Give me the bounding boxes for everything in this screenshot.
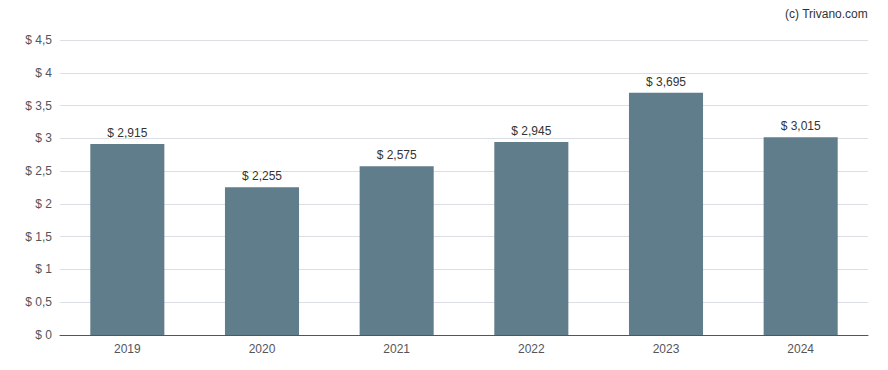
svg-text:$ 3,5: $ 3,5 <box>25 99 52 113</box>
svg-text:$ 2,255: $ 2,255 <box>242 169 282 183</box>
svg-text:$ 3: $ 3 <box>35 131 52 145</box>
svg-text:$ 2,945: $ 2,945 <box>511 124 551 138</box>
svg-text:$ 2: $ 2 <box>35 197 52 211</box>
svg-text:$ 2,5: $ 2,5 <box>25 164 52 178</box>
svg-text:2023: 2023 <box>653 342 680 356</box>
svg-text:(c) Trivano.com: (c) Trivano.com <box>785 7 868 21</box>
svg-text:$ 2,575: $ 2,575 <box>377 148 417 162</box>
svg-text:$ 4,5: $ 4,5 <box>25 33 52 47</box>
svg-text:$ 2,915: $ 2,915 <box>107 126 147 140</box>
svg-text:2024: 2024 <box>787 342 814 356</box>
svg-text:2019: 2019 <box>114 342 141 356</box>
svg-text:2021: 2021 <box>383 342 410 356</box>
svg-text:2022: 2022 <box>518 342 545 356</box>
svg-text:2020: 2020 <box>249 342 276 356</box>
svg-text:$ 3,015: $ 3,015 <box>781 119 821 133</box>
svg-text:$ 1: $ 1 <box>35 262 52 276</box>
svg-text:$ 4: $ 4 <box>35 66 52 80</box>
svg-text:$ 3,695: $ 3,695 <box>646 75 686 89</box>
svg-text:$ 0: $ 0 <box>35 328 52 342</box>
svg-text:$ 0,5: $ 0,5 <box>25 295 52 309</box>
svg-text:$ 1,5: $ 1,5 <box>25 230 52 244</box>
